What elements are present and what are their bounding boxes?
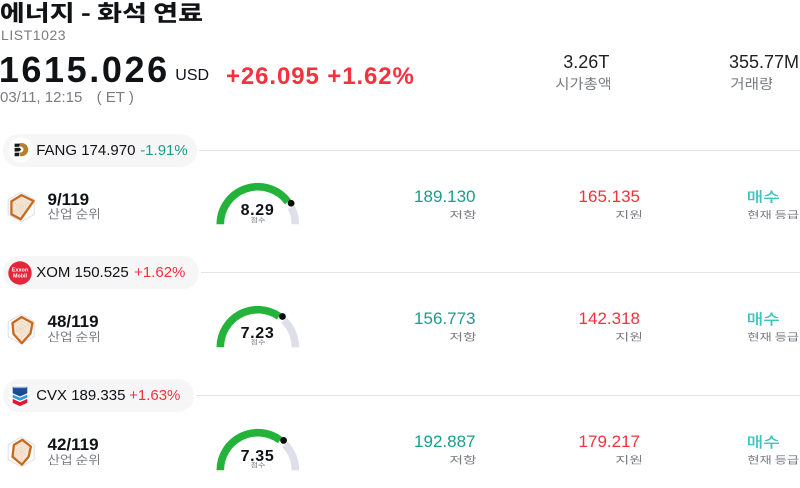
svg-text:Exxon: Exxon <box>11 267 27 273</box>
svg-text:Mobil: Mobil <box>12 273 27 279</box>
